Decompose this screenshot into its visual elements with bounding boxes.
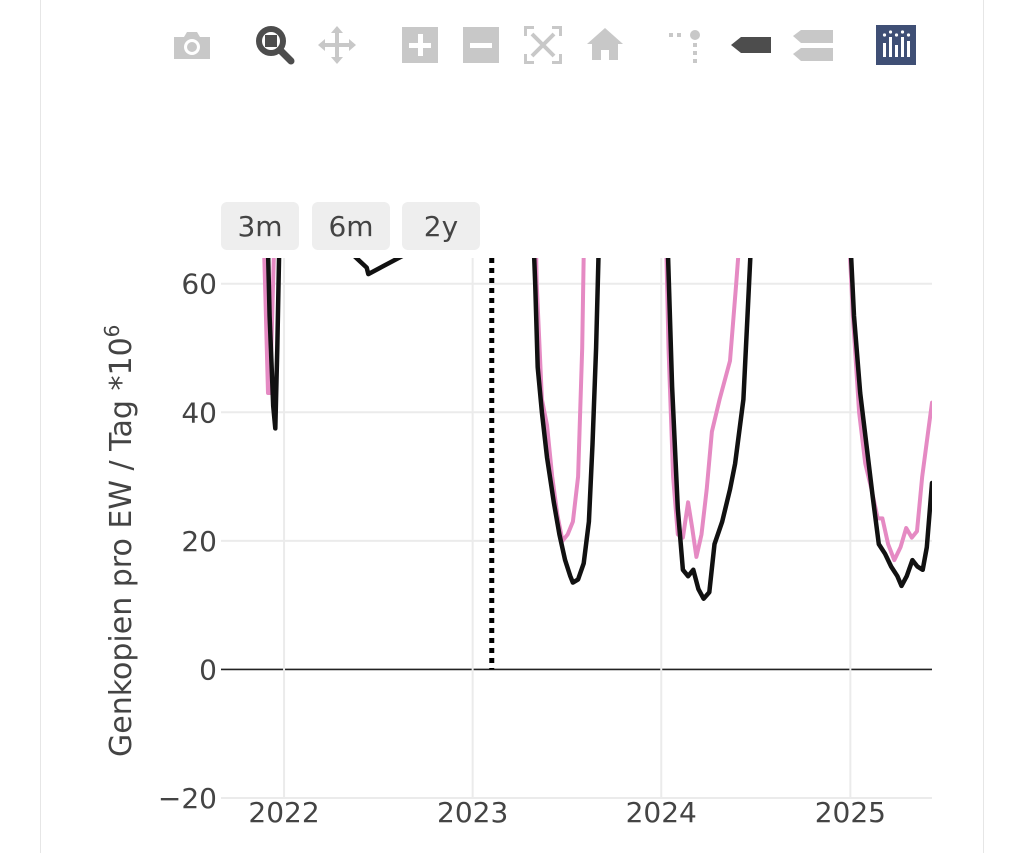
plotly-logo-icon[interactable] [873, 22, 919, 68]
chart-container [40, 0, 984, 853]
spike-lines-icon[interactable] [662, 22, 708, 68]
series-layer [262, 187, 933, 601]
x-axis-ticks: 2022 2023 2024 2025 [248, 796, 886, 829]
y-tick-label: 20 [181, 525, 217, 558]
range-button-3m[interactable]: 3m [221, 202, 299, 250]
y-tick-label: 40 [181, 396, 217, 429]
series-line-black[interactable] [265, 187, 933, 601]
range-button-2y[interactable]: 2y [402, 202, 480, 250]
x-tick-label: 2023 [437, 796, 508, 829]
hover-compare-icon[interactable] [790, 22, 836, 68]
x-tick-label: 2025 [815, 796, 886, 829]
home-icon[interactable] [582, 22, 628, 68]
x-tick-label: 2024 [626, 796, 697, 829]
y-tick-label: 0 [199, 653, 217, 686]
pan-icon[interactable] [314, 22, 360, 68]
autoscale-icon[interactable] [520, 22, 566, 68]
hover-closest-icon[interactable] [728, 22, 774, 68]
y-axis-label: Genkopien pro EW / Tag *106 [100, 325, 139, 757]
y-axis-label-superscript: 6 [100, 325, 124, 338]
x-tick-label: 2022 [248, 796, 319, 829]
grid-lines [221, 258, 932, 799]
y-tick-label: 60 [181, 268, 217, 301]
zoom-icon[interactable] [252, 22, 298, 68]
camera-icon[interactable] [169, 22, 215, 68]
zoom-in-icon[interactable] [397, 22, 443, 68]
range-button-6m[interactable]: 6m [312, 202, 390, 250]
y-axis-ticks: −20 0 20 40 60 [158, 268, 217, 815]
y-tick-label: −20 [158, 782, 217, 815]
plot-modebar [0, 0, 1024, 90]
zoom-out-icon[interactable] [458, 22, 504, 68]
